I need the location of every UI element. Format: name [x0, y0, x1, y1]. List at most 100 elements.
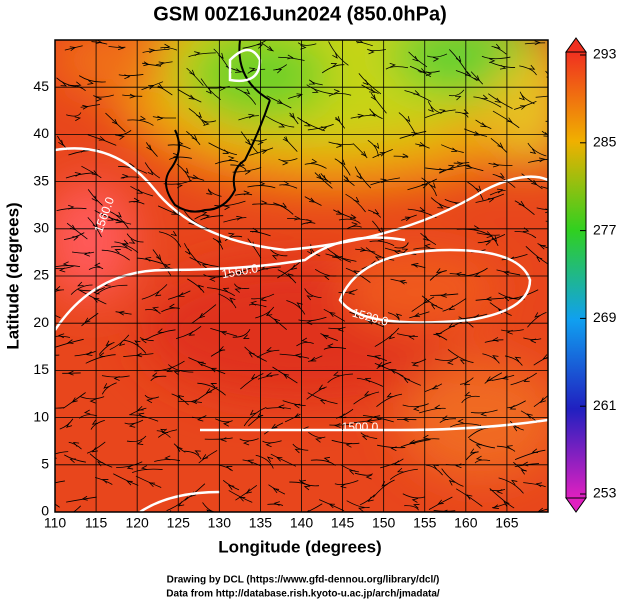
streamline — [189, 257, 219, 268]
streamline — [489, 488, 515, 509]
arrowhead — [529, 148, 537, 155]
streamline — [152, 249, 172, 276]
streamline — [376, 393, 403, 407]
streamline — [74, 350, 96, 357]
arrowhead — [448, 305, 455, 311]
arrowhead — [77, 281, 84, 287]
streamline — [320, 333, 338, 341]
streamline — [255, 454, 274, 469]
streamline — [370, 92, 387, 114]
streamline — [157, 85, 173, 96]
streamline — [475, 119, 492, 129]
streamline — [533, 356, 548, 366]
arrowhead — [412, 361, 419, 367]
streamline — [434, 356, 459, 361]
x-tick-label: 165 — [495, 515, 519, 531]
arrowhead — [366, 418, 373, 424]
streamline — [428, 496, 453, 510]
arrowhead — [278, 404, 285, 410]
arrowhead — [74, 172, 82, 177]
arrowhead — [244, 88, 251, 95]
arrowhead — [531, 448, 539, 453]
arrowhead — [348, 290, 355, 295]
streamline — [430, 293, 459, 296]
arrowhead — [435, 268, 443, 274]
streamline — [247, 185, 276, 189]
arrowhead — [91, 195, 98, 202]
streamline — [154, 360, 185, 372]
streamline — [540, 186, 548, 189]
arrowhead — [122, 174, 129, 179]
arrowhead — [249, 67, 256, 73]
streamline — [396, 333, 418, 337]
arrowhead — [402, 417, 409, 422]
streamline — [467, 181, 484, 201]
arrowhead — [235, 68, 242, 73]
arrowhead — [206, 88, 212, 95]
arrowhead — [282, 373, 290, 379]
streamline — [63, 392, 86, 409]
arrowhead — [315, 438, 322, 443]
arrowhead — [529, 338, 537, 344]
arrowhead — [356, 173, 362, 180]
streamline — [158, 231, 182, 248]
arrowhead — [198, 312, 205, 319]
arrowhead — [275, 69, 283, 74]
streamline — [256, 349, 280, 358]
streamline — [461, 395, 480, 404]
arrowhead — [236, 215, 243, 221]
colorbar-tick-label: 269 — [593, 309, 617, 325]
streamline — [419, 407, 446, 414]
arrowhead — [374, 256, 382, 262]
streamline — [78, 75, 106, 83]
arrowhead — [459, 359, 467, 365]
streamline — [514, 449, 546, 460]
arrowhead — [237, 269, 245, 275]
arrowhead — [294, 448, 301, 454]
streamline — [278, 158, 298, 162]
colorbar-tick-label: 293 — [593, 46, 617, 62]
arrowhead — [257, 140, 264, 146]
streamline — [447, 349, 474, 363]
streamline — [223, 217, 247, 223]
arrowhead — [339, 159, 346, 166]
streamline — [473, 96, 502, 108]
arrowhead — [222, 287, 230, 293]
streamline — [510, 372, 537, 386]
streamline — [354, 472, 373, 476]
streamline — [369, 240, 395, 246]
streamline — [207, 287, 236, 297]
streamline — [200, 215, 224, 221]
streamline — [109, 211, 129, 229]
streamline — [188, 357, 207, 365]
streamline — [145, 329, 176, 340]
streamline — [266, 407, 291, 410]
arrowhead — [41, 354, 47, 359]
x-tick-label: 120 — [125, 515, 149, 531]
streamline — [126, 435, 147, 443]
arrowhead — [412, 263, 419, 268]
arrowhead — [176, 446, 183, 453]
streamline — [201, 119, 217, 123]
streamline — [491, 45, 507, 55]
streamline — [142, 48, 170, 53]
arrowhead — [475, 444, 482, 449]
streamline — [308, 355, 323, 362]
arrowhead — [498, 172, 505, 178]
arrowhead — [335, 256, 343, 261]
arrowhead — [273, 318, 281, 325]
arrowhead — [188, 94, 195, 100]
arrowhead — [183, 167, 189, 174]
arrowhead — [146, 398, 153, 404]
streamline — [304, 196, 322, 206]
arrowhead — [278, 122, 286, 128]
streamline — [292, 443, 309, 451]
arrowhead — [492, 355, 499, 361]
arrowhead — [210, 383, 217, 388]
streamline — [457, 313, 488, 320]
streamline — [184, 243, 202, 266]
arrowhead — [413, 90, 420, 95]
arrowhead — [282, 160, 289, 166]
arrowhead — [448, 480, 455, 486]
arrowhead — [379, 152, 386, 157]
